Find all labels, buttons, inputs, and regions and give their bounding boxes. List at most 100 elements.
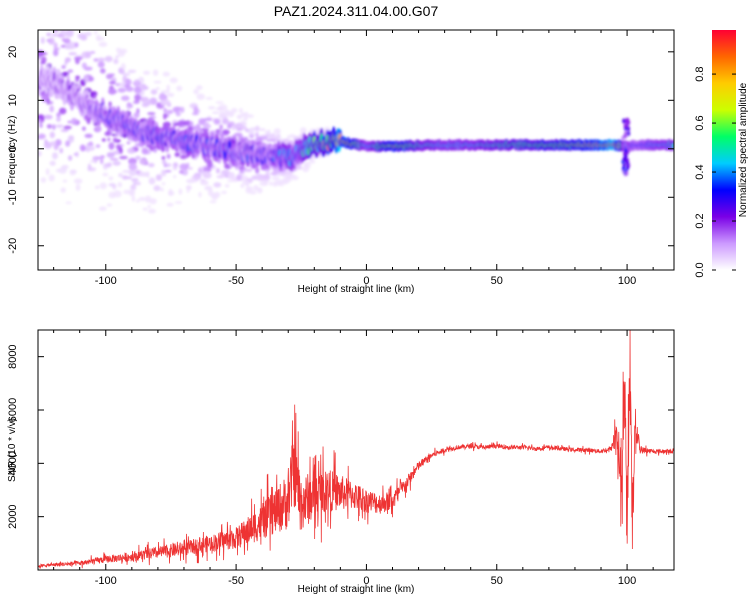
- heatmap-speckle: [179, 154, 188, 160]
- heatmap-speckle: [75, 78, 80, 83]
- heatmap-speckle: [138, 197, 146, 201]
- heatmap-speckle: [79, 144, 86, 152]
- heatmap-speckle: [237, 114, 242, 120]
- heatmap-speckle: [166, 109, 174, 115]
- heatmap-speckle: [227, 111, 234, 118]
- heatmap-speckle: [40, 177, 47, 183]
- heatmap-speckle: [200, 180, 209, 186]
- heatmap-speckle: [109, 80, 116, 85]
- heatmap-speckle: [155, 174, 162, 181]
- heatmap-burst: [627, 126, 630, 132]
- heatmap-speckle: [115, 55, 119, 59]
- heatmap-speckle: [163, 164, 167, 167]
- snr-frame: [37, 329, 675, 571]
- heatmap-speckle: [213, 118, 220, 125]
- heatmap-speckle: [164, 170, 172, 173]
- heatmap-speckle: [231, 126, 236, 131]
- heatmap-speckle: [132, 69, 137, 73]
- heatmap-burst: [621, 142, 625, 148]
- heatmap-speckle: [74, 42, 79, 48]
- heatmap-speckle: [270, 134, 277, 140]
- heatmap-speckle: [60, 129, 69, 132]
- heatmap-speckle: [161, 160, 167, 165]
- heatmap-speckle: [86, 145, 95, 151]
- heatmap-speckle: [215, 107, 224, 111]
- heatmap-speckle: [90, 51, 96, 54]
- y-tick-label: -20: [7, 238, 19, 254]
- heatmap-speckle: [50, 141, 57, 146]
- x-tick-label: -50: [228, 275, 244, 287]
- heatmap-speckle: [74, 56, 83, 61]
- heatmap-speckle: [179, 106, 185, 113]
- heatmap-speckle: [38, 118, 41, 123]
- heatmap-speckle: [166, 84, 170, 92]
- heatmap-speckle: [73, 178, 83, 184]
- heatmap-burst: [627, 119, 630, 125]
- heatmap-speckle: [174, 152, 180, 157]
- heatmap-speckle: [115, 47, 122, 53]
- heatmap-speckle: [173, 175, 177, 179]
- heatmap-speckle: [239, 107, 243, 114]
- heatmap-speckle: [95, 125, 102, 132]
- heatmap-speckle: [52, 152, 58, 160]
- heatmap-speckle: [70, 117, 78, 126]
- heatmap-speckle: [49, 160, 56, 166]
- heatmap-speckle: [108, 142, 115, 150]
- heatmap-speckle: [39, 123, 43, 128]
- heatmap-speckle: [196, 85, 203, 90]
- heatmap-speckle: [52, 124, 56, 130]
- heatmap-speckle: [166, 202, 174, 207]
- colorbar-ticks: 0.0 0.2 0.4 0.6 0.8: [694, 66, 736, 278]
- heatmap-speckle: [117, 182, 123, 188]
- heatmap-speckle: [202, 170, 210, 178]
- heatmap-speckle: [160, 99, 168, 106]
- heatmap-speckle: [179, 170, 184, 174]
- heatmap-speckle: [133, 100, 140, 104]
- heatmap-speckle: [126, 176, 132, 180]
- heatmap-burst: [625, 160, 629, 166]
- heatmap-speckle: [57, 34, 66, 38]
- colorbar-tick-label: 0.8: [694, 66, 706, 81]
- x-tick-label: 50: [491, 275, 503, 287]
- heatmap-speckle: [108, 176, 114, 181]
- heatmap-speckle: [56, 112, 61, 118]
- heatmap-speckle: [187, 167, 193, 170]
- heatmap-speckle: [283, 178, 289, 185]
- heatmap-speckle: [200, 128, 209, 132]
- heatmap-speckle: [248, 127, 255, 135]
- heatmap-speckle: [97, 57, 106, 62]
- heatmap-speckle: [81, 62, 87, 69]
- heatmap-speckle: [150, 89, 158, 95]
- x-tick-label: -50: [228, 575, 244, 587]
- heatmap-speckle: [118, 173, 123, 178]
- heatmap-speckle: [85, 51, 92, 59]
- heatmap-speckle: [38, 50, 45, 57]
- heatmap-speckle: [205, 97, 213, 100]
- heatmap-speckle: [99, 182, 107, 190]
- heatmap-speckle: [289, 134, 296, 138]
- heatmap-speckle: [122, 175, 128, 180]
- heatmap-speckle: [166, 153, 171, 159]
- heatmap-speckle: [64, 57, 71, 63]
- heatmap-speckle: [94, 185, 100, 189]
- heatmap-speckle: [46, 32, 51, 37]
- heatmap-speckle: [128, 169, 137, 177]
- colorbar-tick-label: 0.0: [694, 262, 706, 277]
- heatmap-speckle: [209, 200, 217, 204]
- heatmap-speckle: [136, 170, 140, 174]
- heatmap-speckle: [140, 96, 144, 101]
- heatmap-speckle: [59, 107, 67, 115]
- x-tick-label: 0: [363, 575, 369, 587]
- heatmap-speckle: [96, 37, 105, 41]
- heatmap-speckle: [100, 68, 106, 74]
- heatmap-speckle: [244, 168, 253, 172]
- y-tick-label: 10: [7, 94, 19, 106]
- heatmap-speckle: [128, 157, 137, 165]
- x-tick-label: -100: [95, 575, 117, 587]
- heatmap-speckle: [175, 111, 181, 117]
- heatmap-speckle: [125, 86, 134, 92]
- heatmap-speckle: [67, 120, 72, 124]
- heatmap-burst: [626, 141, 630, 146]
- heatmap-speckle: [186, 189, 190, 193]
- heatmap-speckle: [153, 147, 158, 153]
